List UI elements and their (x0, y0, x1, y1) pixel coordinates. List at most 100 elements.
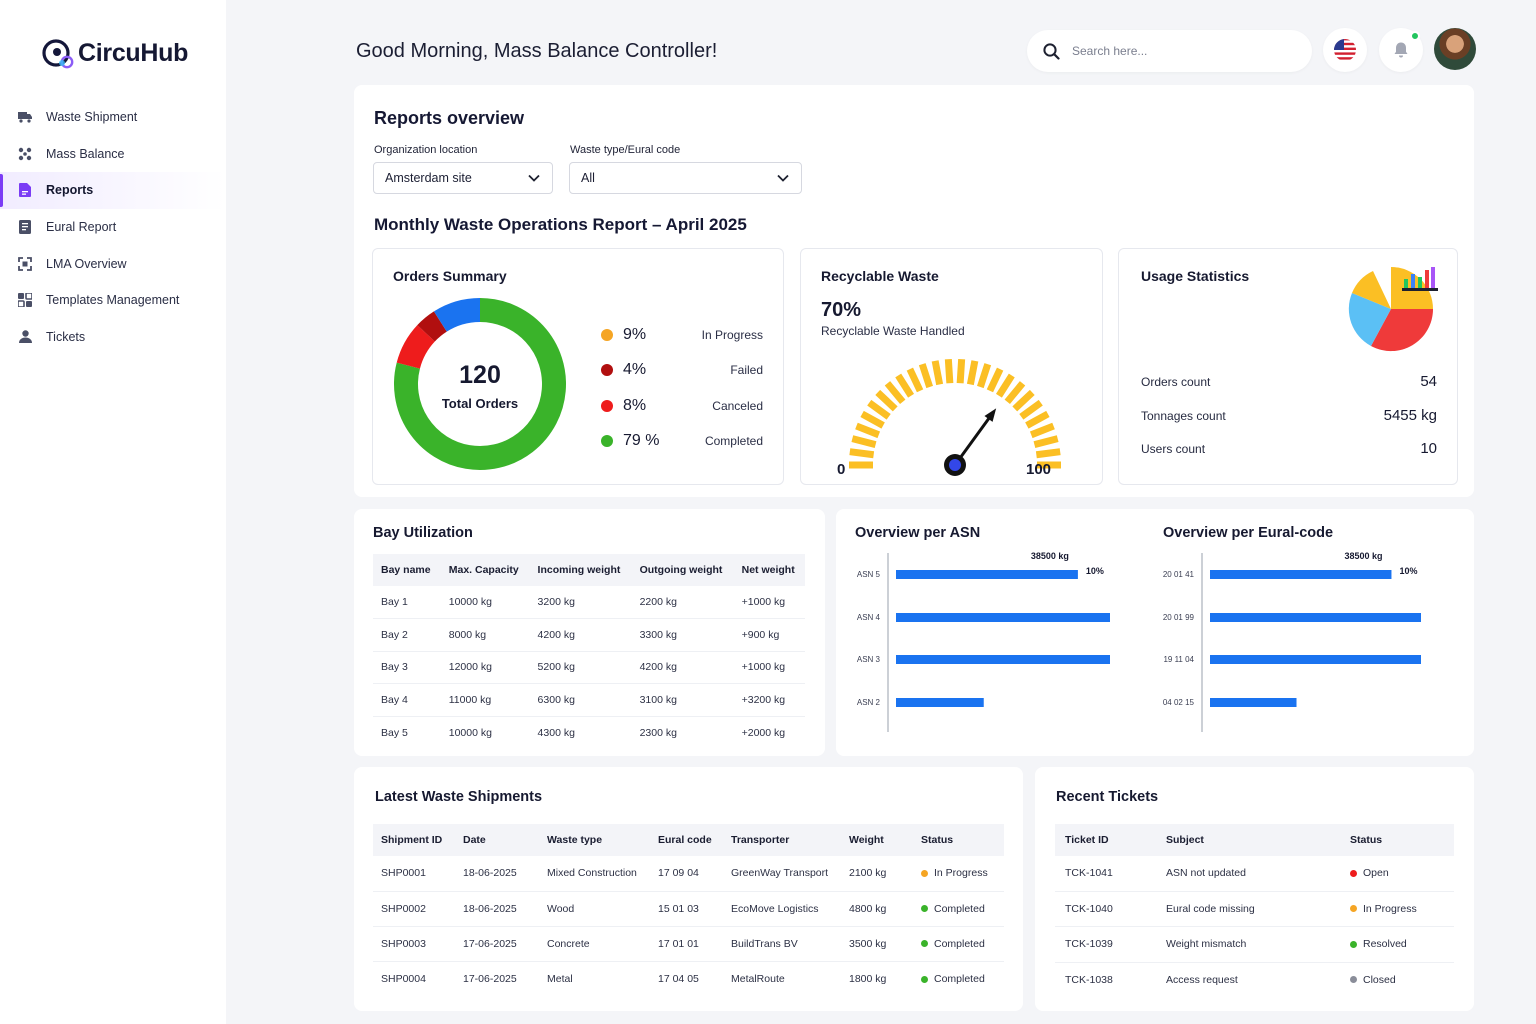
usage-label: Users count (1141, 441, 1206, 456)
table-row[interactable]: SHP0004 17-06-2025 Metal 17 04 05 MetalRoute… (373, 962, 1004, 997)
table-cell: 2100 kg (841, 856, 913, 892)
gauge-max-label: 100 (1026, 461, 1052, 478)
recent-tickets-title: Recent Tickets (1056, 789, 1159, 805)
legend-dot (601, 364, 613, 376)
notification-badge (1410, 31, 1420, 41)
bar-asn-2 (896, 698, 984, 707)
status-badge: In Progress (921, 867, 988, 879)
table-cell: SHP0001 (373, 856, 455, 892)
table-cell: 10000 kg (440, 586, 530, 620)
scan-icon (18, 256, 32, 271)
usage-label: Tonnages count (1141, 408, 1226, 423)
table-row[interactable]: Bay 1 10000 kg 3200 kg 2200 kg +1000 kg (373, 586, 805, 620)
category-tick-label: 20 01 41 (1163, 570, 1195, 579)
recyclable-percent: 70% (821, 299, 862, 321)
table-cell: Bay 5 (381, 726, 408, 739)
sidebar-item-templates-management[interactable]: Templates Management (0, 282, 226, 319)
column-header: Max. Capacity (440, 554, 530, 586)
table-cell: Bay 1 (373, 586, 441, 620)
table-cell: Weight mismatch (1158, 926, 1342, 963)
table-cell: Bay 2 (373, 618, 441, 652)
status-cell: Completed (913, 962, 1004, 997)
legend-dot (601, 400, 613, 412)
sidebar-item-waste-shipment[interactable]: Waste Shipment (0, 99, 226, 136)
orders-summary-card: Orders Summary 120 Total Orders 9% In Pr… (372, 248, 784, 485)
table-row[interactable]: TCK-1040 Eural code missing In Progress (1055, 891, 1454, 928)
orders-donut-chart (394, 298, 566, 470)
status-badge: Completed (921, 973, 985, 985)
column-header: Eural code (650, 824, 723, 856)
gauge-hub-center (949, 459, 961, 471)
page-greeting: Good Morning, Mass Balance Controller! (356, 40, 718, 62)
language-button[interactable] (1323, 28, 1367, 72)
gauge-tick (1004, 381, 1026, 405)
status-cell: Closed (1342, 962, 1454, 997)
brand-logo[interactable]: CircuHub (40, 36, 188, 70)
table-row[interactable]: Bay 4 11000 kg 6300 kg 3100 kg +3200 kg (373, 683, 805, 717)
search-input[interactable] (1072, 44, 1272, 58)
sidebar-item-tickets[interactable]: Tickets (0, 319, 226, 356)
table-row[interactable]: Bay 5 10000 kg 4300 kg 2300 kg +2000 kg (373, 716, 805, 749)
table-row[interactable]: SHP0003 17-06-2025 Concrete 17 01 01 BuildTr… (373, 926, 1004, 963)
bar-asn-3 (896, 655, 1110, 664)
gauge-tick (906, 367, 924, 393)
status-badge: In Progress (1350, 903, 1417, 915)
search-bar[interactable] (1027, 30, 1312, 72)
user-avatar[interactable] (1434, 28, 1476, 70)
table-row[interactable]: TCK-1041 ASN not updated Open (1055, 856, 1454, 892)
legend-dot (601, 435, 613, 447)
table-row[interactable]: SHP0001 18-06-2025 Mixed Construction 17 09… (373, 856, 1004, 892)
table-cell: +900 kg (733, 618, 805, 652)
gauge-tick (875, 389, 898, 412)
status-label: Completed (934, 902, 985, 915)
document-icon (18, 220, 32, 235)
table-cell: SHP0002 (373, 891, 455, 927)
status-dot (1350, 869, 1357, 877)
gauge-tick (1029, 422, 1055, 439)
table-row[interactable]: TCK-1038 Access request Closed (1055, 962, 1454, 997)
notifications-button[interactable] (1379, 28, 1423, 72)
gauge-tick (867, 399, 891, 420)
table-cell: 17 01 01 (650, 926, 723, 963)
location-select[interactable]: Amsterdam site (373, 162, 553, 194)
table-header-row: Ticket ID Subject Status (1055, 824, 1454, 856)
table-cell: 8000 kg (440, 618, 530, 652)
waste-type-select[interactable]: All (569, 162, 802, 194)
bay-utilization-table: Bay name Max. Capacity Incoming weight O… (373, 554, 805, 749)
legend-item-canceled: 8% Canceled (601, 396, 763, 416)
status-cell: In Progress (1342, 891, 1454, 928)
gauge-tick (931, 360, 944, 386)
table-row[interactable]: TCK-1039 Weight mismatch Resolved (1055, 926, 1454, 963)
recent-tickets-panel: Recent Tickets Ticket ID Subject Status … (1035, 767, 1474, 1011)
sidebar-item-lma-overview[interactable]: LMA Overview (0, 245, 226, 282)
table-row[interactable]: Bay 3 12000 kg 5200 kg 4200 kg +1000 kg (373, 651, 805, 685)
bar-20-01-99 (1210, 613, 1421, 622)
status-label: Completed (934, 973, 985, 986)
table-cell: 18-06-2025 (455, 891, 539, 927)
sidebar-item-eural-report[interactable]: Eural Report (0, 209, 226, 246)
bar-asn-4 (896, 613, 1110, 622)
monthly-report-title: Monthly Waste Operations Report – April … (374, 215, 747, 234)
table-cell: 3100 kg (631, 683, 734, 717)
sidebar-item-reports[interactable]: Reports (0, 172, 226, 209)
table-row[interactable]: Bay 2 8000 kg 4200 kg 3300 kg +900 kg (373, 618, 805, 652)
table-cell: 15 01 03 (650, 891, 723, 927)
donut-slice-failed (417, 311, 448, 342)
table-cell: 17-06-2025 (455, 926, 539, 963)
status-badge: Closed (1350, 974, 1396, 986)
status-dot (921, 975, 928, 983)
us-flag-icon (1334, 39, 1356, 61)
table-cell: ASN not updated (1158, 856, 1342, 892)
usage-label: Orders count (1141, 374, 1211, 389)
table-row[interactable]: SHP0002 18-06-2025 Wood 15 01 03 EcoMove Log… (373, 891, 1004, 927)
sidebar-item-mass-balance[interactable]: Mass Balance (0, 136, 226, 173)
column-header: Waste type (539, 824, 650, 856)
status-cell: Open (1342, 856, 1454, 892)
gauge-tick (849, 448, 875, 459)
category-tick-label: ASN 3 (857, 655, 881, 664)
table-cell: 10000 kg (448, 726, 492, 739)
gauge-tick (1035, 448, 1061, 459)
table-cell: EcoMove Logistics (723, 891, 841, 927)
recyclable-gauge (849, 358, 1061, 476)
table-cell: 4200 kg (631, 651, 734, 685)
